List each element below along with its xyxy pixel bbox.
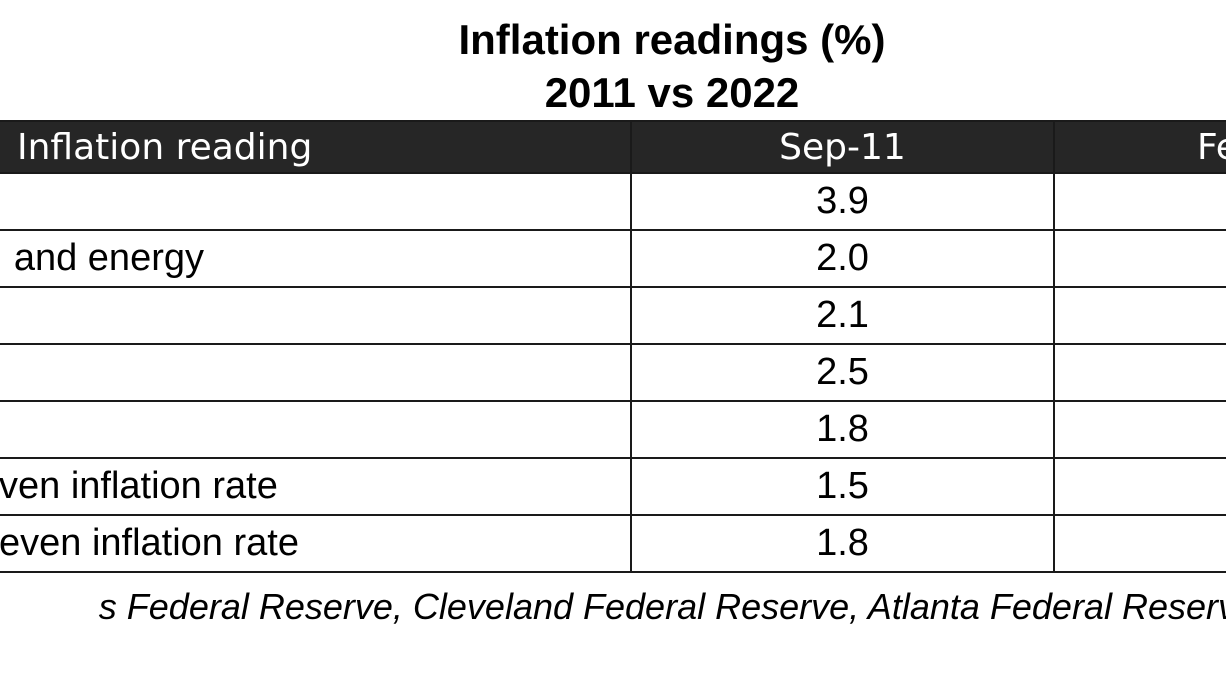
chart-subtitle: 2011 vs 2022 — [544, 69, 800, 116]
row-label: ven inflation rate — [0, 457, 632, 516]
row-value-third — [1053, 343, 1226, 402]
table-row: even inflation rate 1.8 — [0, 514, 1226, 573]
row-value-sep-11: 1.8 — [630, 400, 1055, 459]
row-value-sep-11: 1.5 — [630, 457, 1055, 516]
row-label: and energy — [0, 229, 632, 288]
table-row: ven inflation rate 1.5 — [0, 457, 1226, 516]
row-value-third — [1053, 514, 1226, 573]
row-value-third — [1053, 172, 1226, 231]
row-label — [0, 343, 632, 402]
row-value-third — [1053, 229, 1226, 288]
table-header-row: Inflation reading Sep-11 Fe — [0, 120, 1226, 174]
table-row: 1.8 — [0, 400, 1226, 459]
row-label — [0, 172, 632, 231]
table-row: 2.5 — [0, 343, 1226, 402]
column-header-sep-11: Sep-11 — [630, 120, 1055, 174]
row-label — [0, 286, 632, 345]
row-value-third — [1053, 457, 1226, 516]
row-value-sep-11: 2.1 — [630, 286, 1055, 345]
row-value-sep-11: 1.8 — [630, 514, 1055, 573]
table-row: 3.9 — [0, 172, 1226, 231]
row-value-third — [1053, 286, 1226, 345]
table-row: and energy 2.0 — [0, 229, 1226, 288]
row-value-sep-11: 2.0 — [630, 229, 1055, 288]
source-note: s Federal Reserve, Cleveland Federal Res… — [98, 586, 1226, 627]
column-header-inflation-reading: Inflation reading — [0, 120, 632, 174]
table-body: 3.9 and energy 2.0 2.1 2.5 1.8 ven inflation r… — [0, 172, 1226, 573]
column-header-third: Fe — [1053, 120, 1226, 174]
row-label — [0, 400, 632, 459]
chart-title: Inflation readings (%) — [458, 16, 886, 63]
row-value-sep-11: 3.9 — [630, 172, 1055, 231]
table-row: 2.1 — [0, 286, 1226, 345]
row-value-sep-11: 2.5 — [630, 343, 1055, 402]
row-value-third — [1053, 400, 1226, 459]
row-label: even inflation rate — [0, 514, 632, 573]
